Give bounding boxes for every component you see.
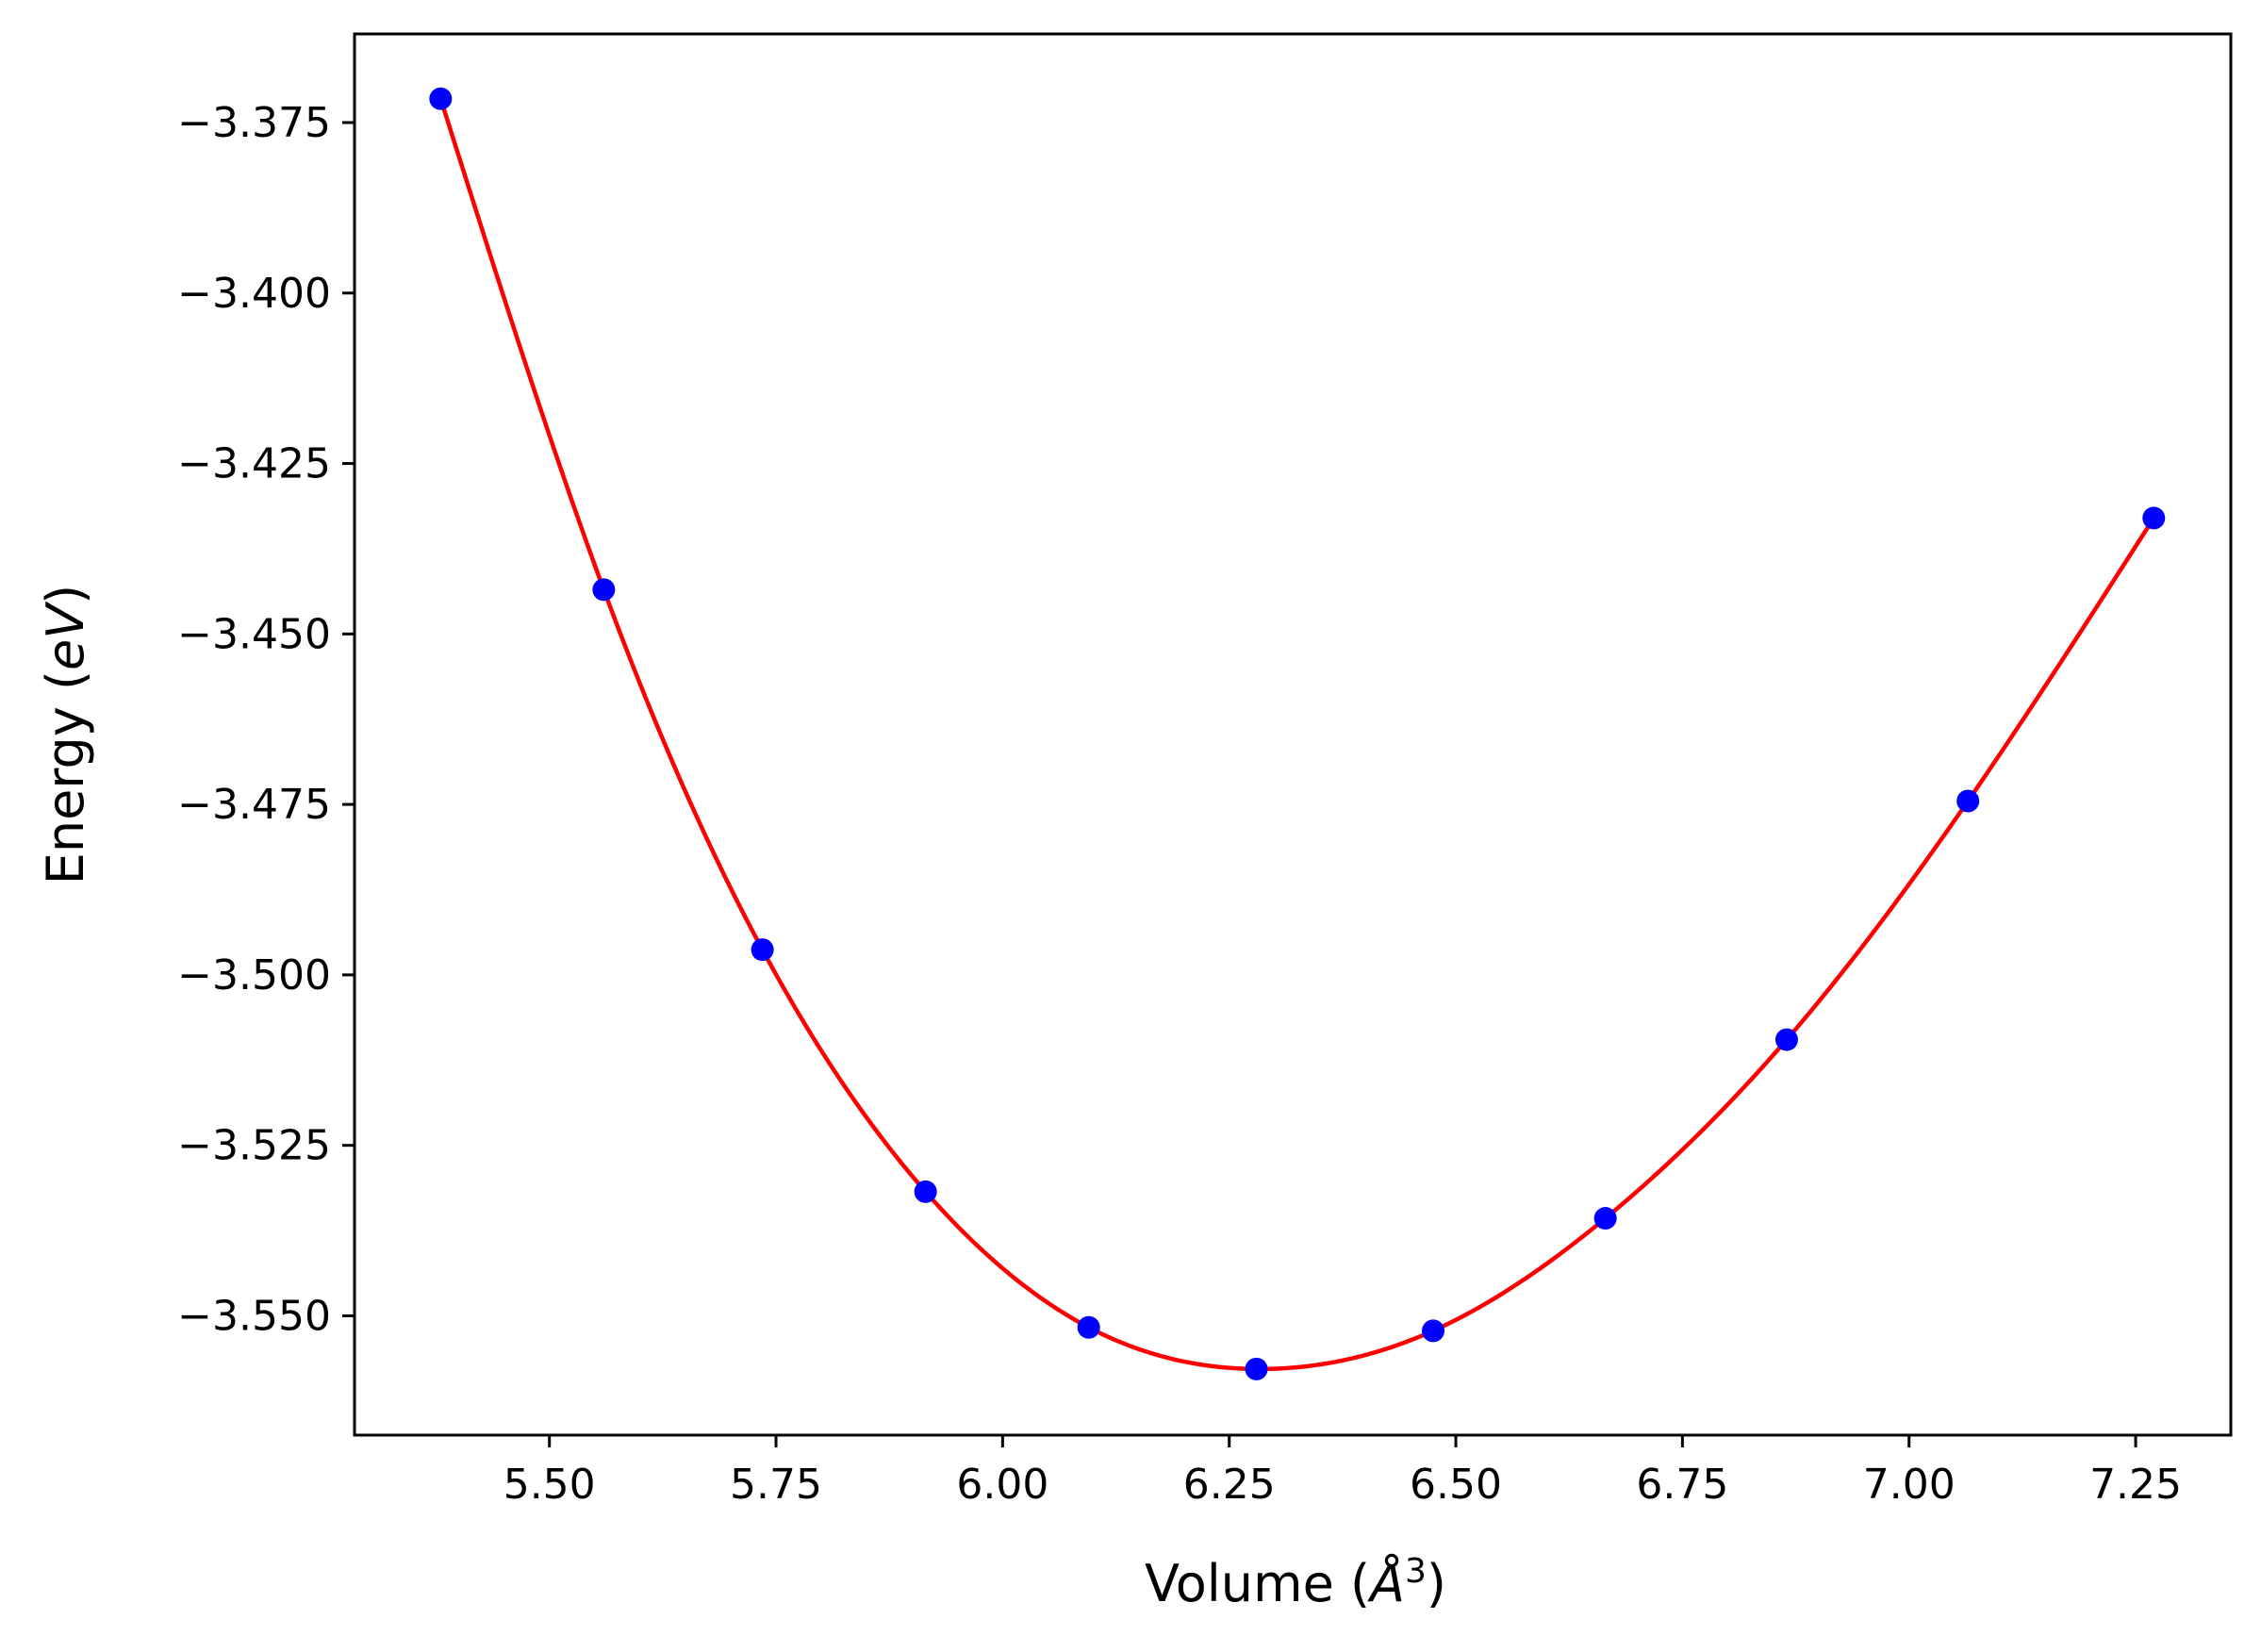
data-point (1956, 789, 1980, 813)
x-axis-label-unit: Å (1367, 1553, 1405, 1613)
x-axis-ticks: 5.50 5.75 6.00 6.25 6.50 6.75 7.00 7.25 (503, 1435, 2182, 1509)
y-tick-label: −3.500 (177, 951, 331, 999)
data-point (1593, 1207, 1617, 1231)
x-axis-label-superscript: 3 (1405, 1552, 1427, 1591)
y-tick-label: −3.400 (177, 270, 331, 318)
y-tick-label: −3.550 (177, 1292, 331, 1340)
y-axis-label-unit: eV (36, 601, 95, 670)
data-point (751, 938, 774, 962)
y-tick-label: −3.375 (177, 99, 331, 147)
y-tick-label: −3.525 (177, 1122, 331, 1170)
data-point (914, 1180, 937, 1203)
y-axis-label-suffix: ) (36, 585, 95, 604)
data-point (2142, 506, 2166, 530)
y-axis-ticks: −3.375 −3.400 −3.425 −3.450 −3.475 −3.500 −3.5… (177, 99, 355, 1340)
x-tick-label: 6.00 (956, 1461, 1048, 1509)
y-tick-label: −3.425 (177, 440, 331, 488)
y-axis-label-prefix: Energy ( (36, 670, 95, 884)
x-axis-label: Volume (Å3) (1145, 1552, 1446, 1614)
data-point (1245, 1357, 1268, 1380)
x-tick-label: 5.75 (730, 1461, 822, 1509)
data-point (1422, 1319, 1445, 1343)
x-tick-label: 6.25 (1183, 1461, 1276, 1509)
x-tick-label: 6.50 (1410, 1461, 1502, 1509)
x-tick-label: 6.75 (1636, 1461, 1728, 1509)
x-tick-label: 5.50 (503, 1461, 596, 1509)
plot-frame (353, 32, 2233, 1437)
y-axis-label: Energy (eV) (36, 585, 95, 885)
data-points-layer (429, 87, 2166, 1380)
data-point (1077, 1315, 1100, 1339)
x-tick-label: 7.00 (1863, 1461, 1956, 1509)
y-tick-label: −3.475 (177, 781, 331, 829)
y-tick-label: −3.450 (177, 610, 331, 658)
data-point (429, 87, 453, 110)
data-point (1774, 1028, 1798, 1051)
x-axis-label-prefix: Volume ( (1145, 1554, 1370, 1613)
data-point (592, 578, 616, 602)
x-tick-label: 7.25 (2089, 1461, 2182, 1509)
x-axis-label-suffix: ) (1427, 1554, 1446, 1613)
